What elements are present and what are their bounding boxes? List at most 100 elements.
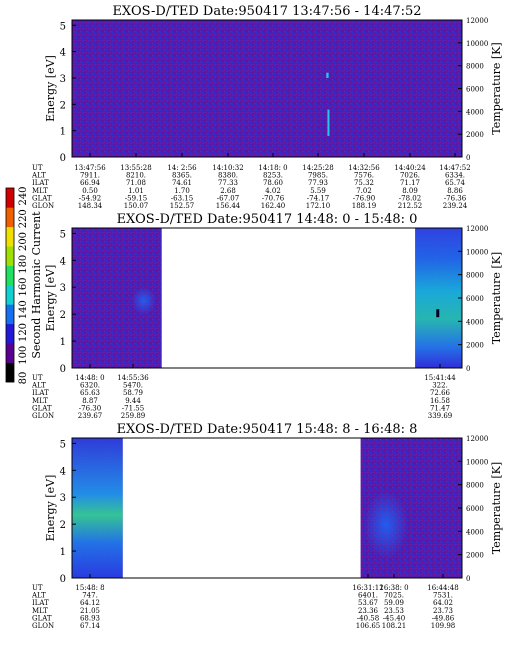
info-cell: 8.87 xyxy=(82,397,98,405)
colorbar-segment xyxy=(6,188,14,208)
info-cell: 78.60 xyxy=(263,179,283,187)
info-cell: 14:10:32 xyxy=(212,164,243,172)
spectrogram-enhanced-region xyxy=(72,438,123,578)
info-row-label: GLAT xyxy=(32,404,52,412)
y-tick-label: 1 xyxy=(60,547,66,558)
info-cell: 8253. xyxy=(263,172,283,180)
colorbar-frame xyxy=(5,187,15,383)
info-cell: -40.58 xyxy=(357,614,379,622)
info-cell: 66.94 xyxy=(80,179,101,187)
y2-tick-label: 2000 xyxy=(466,552,484,560)
y2-axis-label: Temperature [K] xyxy=(490,252,503,344)
info-cell: 16:38: 0 xyxy=(379,584,408,592)
info-cell: 339.69 xyxy=(428,412,453,420)
info-cell: 15:48: 8 xyxy=(75,584,104,592)
panel-3: EXOS-D/TED Date:950417 15:48: 8 - 16:48:… xyxy=(31,422,503,630)
y-tick-label: 4 xyxy=(60,48,66,59)
info-cell: 8380. xyxy=(218,172,238,180)
info-cell: -74.17 xyxy=(307,194,329,202)
info-cell: 8.09 xyxy=(402,187,418,195)
info-cell: -76.90 xyxy=(353,194,375,202)
info-cell: 59.09 xyxy=(384,599,404,607)
info-cell: 188.19 xyxy=(352,202,377,210)
y2-tick-label: 0 xyxy=(466,575,470,583)
info-cell: 4.02 xyxy=(265,187,281,195)
info-row-label: ILAT xyxy=(32,179,49,187)
colorbar-tick-label: 240 xyxy=(18,186,29,205)
info-row-label: GLON xyxy=(32,622,54,630)
info-cell: 16:31:12 xyxy=(352,584,383,592)
spectrogram-enhancement xyxy=(327,109,330,136)
info-cell: 6334. xyxy=(445,172,465,180)
y-axis-label: Energy [eV] xyxy=(44,265,57,332)
info-cell: 152.57 xyxy=(170,202,195,210)
info-cell: 6320. xyxy=(80,382,100,390)
y2-axis-label: Temperature [K] xyxy=(490,462,503,554)
info-cell: 7026. xyxy=(400,172,420,180)
info-cell: 8365. xyxy=(172,172,192,180)
info-cell: 77.93 xyxy=(308,179,328,187)
info-cell: 14:25:28 xyxy=(302,164,333,172)
info-row-label: ILAT xyxy=(32,599,49,607)
colorbar-segment xyxy=(6,343,14,363)
info-cell: 322. xyxy=(432,382,448,390)
info-cell: 2.68 xyxy=(220,187,236,195)
info-cell: -49.86 xyxy=(432,614,455,622)
info-cell: 64.02 xyxy=(433,599,453,607)
panel-2: EXOS-D/TED Date:950417 14:48: 0 - 15:48:… xyxy=(31,212,503,420)
y-tick-label: 1 xyxy=(60,127,66,138)
colorbar-tick-label: 140 xyxy=(18,300,29,319)
y2-tick-label: 0 xyxy=(466,154,470,162)
info-row-label: GLAT xyxy=(32,194,52,202)
y2-tick-label: 12000 xyxy=(466,17,488,25)
info-cell: 156.44 xyxy=(216,202,241,210)
colorbar-segment xyxy=(6,285,14,305)
info-cell: -78.02 xyxy=(399,194,421,202)
info-cell: 74.61 xyxy=(172,179,192,187)
info-cell: 747. xyxy=(82,592,98,600)
y-tick-label: 3 xyxy=(60,493,66,504)
info-cell: 106.65 xyxy=(356,622,381,630)
info-cell: 212.52 xyxy=(398,202,423,210)
info-cell: 23.53 xyxy=(384,607,404,615)
info-cell: 71.08 xyxy=(126,179,146,187)
colorbar-label: Second Harmonic Current xyxy=(30,211,43,359)
info-cell: 148.34 xyxy=(78,202,103,210)
y2-tick-label: 4000 xyxy=(466,108,484,116)
info-cell: 53.67 xyxy=(358,599,378,607)
colorbar-segment xyxy=(6,323,14,344)
y2-tick-label: 8000 xyxy=(466,272,484,280)
y2-tick-label: 2000 xyxy=(466,131,484,139)
info-cell: 7911. xyxy=(80,172,100,180)
info-cell: 13:55:28 xyxy=(120,164,151,172)
colorbar-tick-label: 80 xyxy=(18,372,29,385)
y2-tick-label: 0 xyxy=(466,365,470,373)
info-cell: -70.76 xyxy=(262,194,285,202)
colorbar-segment xyxy=(6,246,14,266)
info-cell: 109.98 xyxy=(431,622,456,630)
colorbar-tick-label: 200 xyxy=(18,232,29,251)
info-cell: 14:47:52 xyxy=(439,164,470,172)
y2-tick-label: 12000 xyxy=(466,435,488,443)
info-row-label: GLON xyxy=(32,202,54,210)
info-cell: 13:47:56 xyxy=(74,164,106,172)
y-tick-label: 3 xyxy=(60,74,66,85)
info-cell: 6401. xyxy=(358,592,378,600)
info-cell: 23.36 xyxy=(358,607,379,615)
y-tick-label: 5 xyxy=(60,439,66,450)
info-row-label: ALT xyxy=(31,592,46,600)
spectrogram-segment xyxy=(72,20,462,157)
info-cell: 150.07 xyxy=(124,202,149,210)
info-row-label: UT xyxy=(32,584,43,592)
info-row-label: ILAT xyxy=(32,389,49,397)
y-tick-label: 0 xyxy=(60,574,66,585)
info-cell: 15:41:44 xyxy=(424,374,456,382)
spectrogram-enhanced-region xyxy=(415,228,462,368)
info-cell: 71.17 xyxy=(400,179,420,187)
info-cell: 14:32:56 xyxy=(348,164,380,172)
y-tick-label: 1 xyxy=(60,337,66,348)
y-tick-label: 2 xyxy=(60,310,66,321)
info-cell: 68.93 xyxy=(80,614,100,622)
y-tick-label: 0 xyxy=(60,153,66,164)
